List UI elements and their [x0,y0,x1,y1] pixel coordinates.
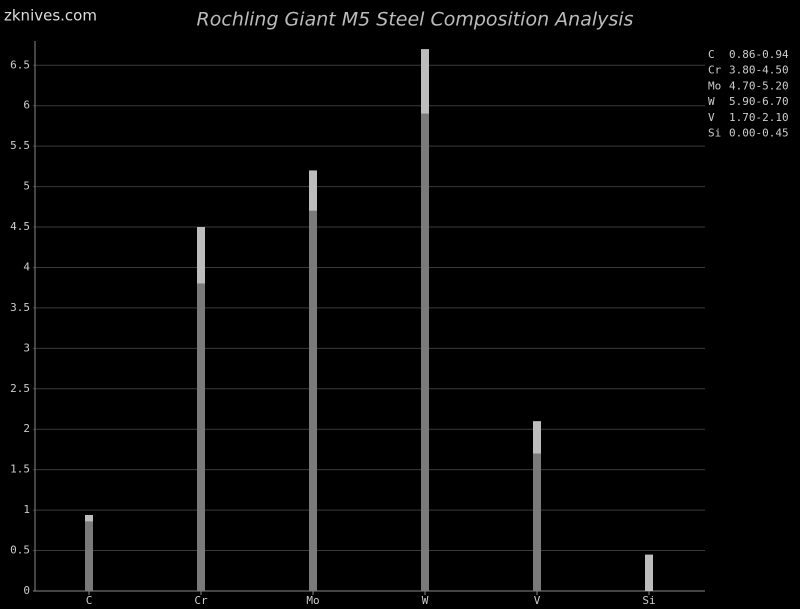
bar-base [309,210,317,591]
y-tick-label: 0.5 [10,544,30,557]
y-tick-label: 6 [23,99,30,112]
legend-range: 3.80-4.50 [729,64,789,77]
x-tick-label: Mo [306,594,319,607]
x-tick-label: C [86,594,93,607]
site-name: zknives.com [4,7,97,25]
y-tick-label: 5.5 [10,139,30,152]
y-tick-label: 4.5 [10,220,30,233]
y-tick-label: 3.5 [10,301,30,314]
chart-title: Rochling Giant M5 Steel Composition Anal… [197,9,634,31]
legend-element: Cr [708,64,722,77]
y-tick-label: 4 [23,260,30,273]
bar-range [645,554,653,591]
x-tick-label: W [422,594,429,607]
y-tick-label: 0 [23,584,30,597]
y-tick-label: 2 [23,422,30,435]
legend-range: 1.70-2.10 [729,111,789,124]
legend-element: Mo [708,79,721,92]
bar-range [533,421,541,454]
y-tick-label: 3 [23,341,30,354]
y-tick-label: 6.5 [10,58,30,71]
legend-element: W [708,95,715,108]
bar-base [533,453,541,591]
legend-element: V [708,111,715,124]
y-tick-label: 1.5 [10,463,30,476]
x-tick-label: Si [642,594,655,607]
bar-range [197,227,205,284]
y-tick-label: 2.5 [10,382,30,395]
legend-element: Si [708,127,721,140]
bar-base [421,113,429,591]
y-tick-label: 1 [23,503,30,516]
legend-range: 4.70-5.20 [729,79,789,92]
x-tick-label: V [534,594,541,607]
bar-range [309,170,317,211]
legend-range: 0.00-0.45 [729,127,789,140]
x-tick-label: Cr [194,594,208,607]
y-tick-label: 5 [23,180,30,193]
bar-base [197,283,205,591]
legend-element: C [708,48,715,61]
bar-range [421,49,429,114]
legend-range: 0.86-0.94 [729,48,789,61]
bar-base [85,521,93,591]
legend-range: 5.90-6.70 [729,95,789,108]
bar-range [85,514,93,522]
